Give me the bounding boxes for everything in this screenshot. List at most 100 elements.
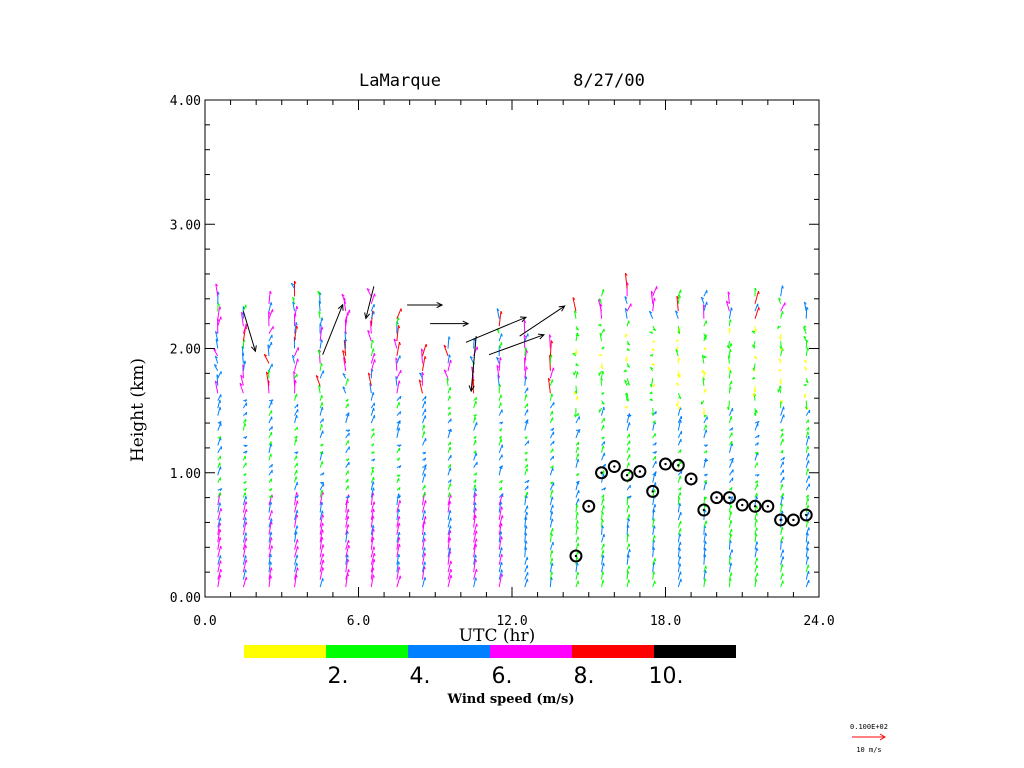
wind-barb-head — [573, 391, 576, 395]
wind-barb — [652, 286, 658, 297]
wind-barb-head — [322, 522, 324, 526]
wind-barb-head — [807, 511, 810, 516]
wind-barb-head — [573, 414, 577, 418]
wind-barb — [268, 531, 272, 543]
wind-barb-head — [756, 541, 759, 545]
wind-barb — [319, 536, 323, 550]
wind-barb-head — [475, 577, 477, 581]
wind-barb-head — [475, 488, 477, 492]
wind-barb-head — [218, 436, 222, 440]
wind-barb-head — [782, 556, 785, 560]
wind-barb — [268, 341, 272, 349]
wind-barb — [319, 553, 324, 565]
wind-barb — [728, 386, 731, 394]
wind-barb — [447, 560, 452, 573]
axis-ticks: 0.0 6.0 12.0 18.0 24.0 0.00 1.00 2.00 3.00 4.00 — [170, 94, 835, 629]
wind-barb-head — [398, 325, 401, 329]
wind-barb-head — [623, 369, 627, 373]
wind-barb — [728, 307, 732, 319]
wind-barb — [728, 520, 732, 528]
wind-barb-head — [730, 520, 733, 524]
wind-barb-head — [526, 578, 529, 582]
wind-barb — [652, 547, 654, 558]
x-tick-label: 0.0 — [193, 614, 216, 629]
wind-barb — [319, 578, 324, 588]
wind-barb-head — [296, 305, 299, 310]
wind-barb-head — [399, 575, 402, 579]
wind-barb — [217, 502, 221, 513]
wind-barb — [626, 505, 630, 513]
wind-barb-head — [317, 290, 321, 294]
wind-barb — [626, 413, 630, 424]
wind-barb — [217, 394, 222, 401]
wind-barb — [343, 340, 347, 357]
wind-barb-head — [756, 505, 758, 509]
wind-barb — [217, 316, 222, 327]
wind-barb — [497, 374, 500, 386]
wind-barb-head — [550, 340, 554, 344]
wind-barb — [370, 501, 375, 513]
wind-barb — [549, 367, 554, 379]
wind-barb — [624, 273, 628, 289]
wind-barb-head — [729, 369, 732, 374]
wind-barb — [242, 326, 247, 342]
strong-wind-arrow — [322, 304, 344, 355]
wind-barb-head — [219, 306, 222, 310]
wind-barb-head — [602, 473, 605, 477]
wind-barb-head — [398, 420, 401, 424]
wind-barb-head — [704, 444, 708, 448]
wind-barb-head — [756, 557, 759, 561]
wind-barb — [396, 380, 400, 394]
wind-barb — [421, 538, 426, 550]
wind-barb — [369, 320, 372, 334]
wind-barb-head — [778, 369, 782, 371]
wind-barb — [217, 537, 221, 550]
wind-barb — [421, 356, 426, 371]
wind-barb — [294, 409, 299, 416]
wind-barb-head — [449, 547, 452, 551]
wind-barb-head — [295, 476, 298, 480]
wind-barb-head — [727, 291, 731, 295]
wind-barb-head — [423, 566, 426, 570]
wind-barb — [294, 438, 297, 446]
mixing-height-point — [671, 458, 685, 472]
wind-barb-head — [782, 549, 785, 553]
wind-barb-head — [577, 458, 580, 463]
wind-barb-head — [398, 427, 401, 431]
wind-barb-head — [781, 428, 784, 432]
x-tick-label: 24.0 — [803, 614, 834, 629]
wind-barb — [421, 473, 426, 483]
wind-barb — [370, 348, 374, 357]
strong-wind-arrow-head — [558, 305, 566, 312]
wind-barb-head — [782, 438, 784, 442]
wind-barb — [498, 561, 502, 573]
wind-barb-head — [551, 518, 554, 522]
wind-barb-head — [601, 402, 605, 405]
wind-barb — [626, 549, 631, 558]
wind-barb — [370, 515, 374, 528]
wind-barb — [675, 310, 679, 319]
wind-barb — [652, 535, 655, 543]
wind-barb-head — [577, 543, 580, 547]
wind-barb — [805, 475, 810, 483]
wind-barb — [319, 559, 324, 573]
wind-barb-head — [781, 285, 784, 289]
wind-barb — [345, 500, 348, 513]
wind-barb-head — [373, 559, 376, 563]
wind-barb-head — [576, 512, 579, 516]
wind-barb — [268, 290, 271, 304]
wind-barb — [472, 378, 475, 394]
wind-barb-head — [398, 553, 401, 558]
wind-barb-head — [574, 351, 578, 355]
wind-barb — [268, 521, 272, 535]
wind-barb-head — [371, 339, 374, 343]
wind-barb — [677, 419, 681, 431]
wind-barb — [294, 393, 297, 401]
x-axis-label: UTC (hr) — [459, 626, 535, 646]
wind-barb — [369, 383, 372, 394]
wind-barb-head — [322, 514, 325, 518]
wind-barb-head — [423, 452, 427, 455]
wind-barb-head — [398, 566, 401, 570]
mixing-height-point-center — [625, 474, 629, 477]
wind-barb-head — [552, 367, 555, 371]
